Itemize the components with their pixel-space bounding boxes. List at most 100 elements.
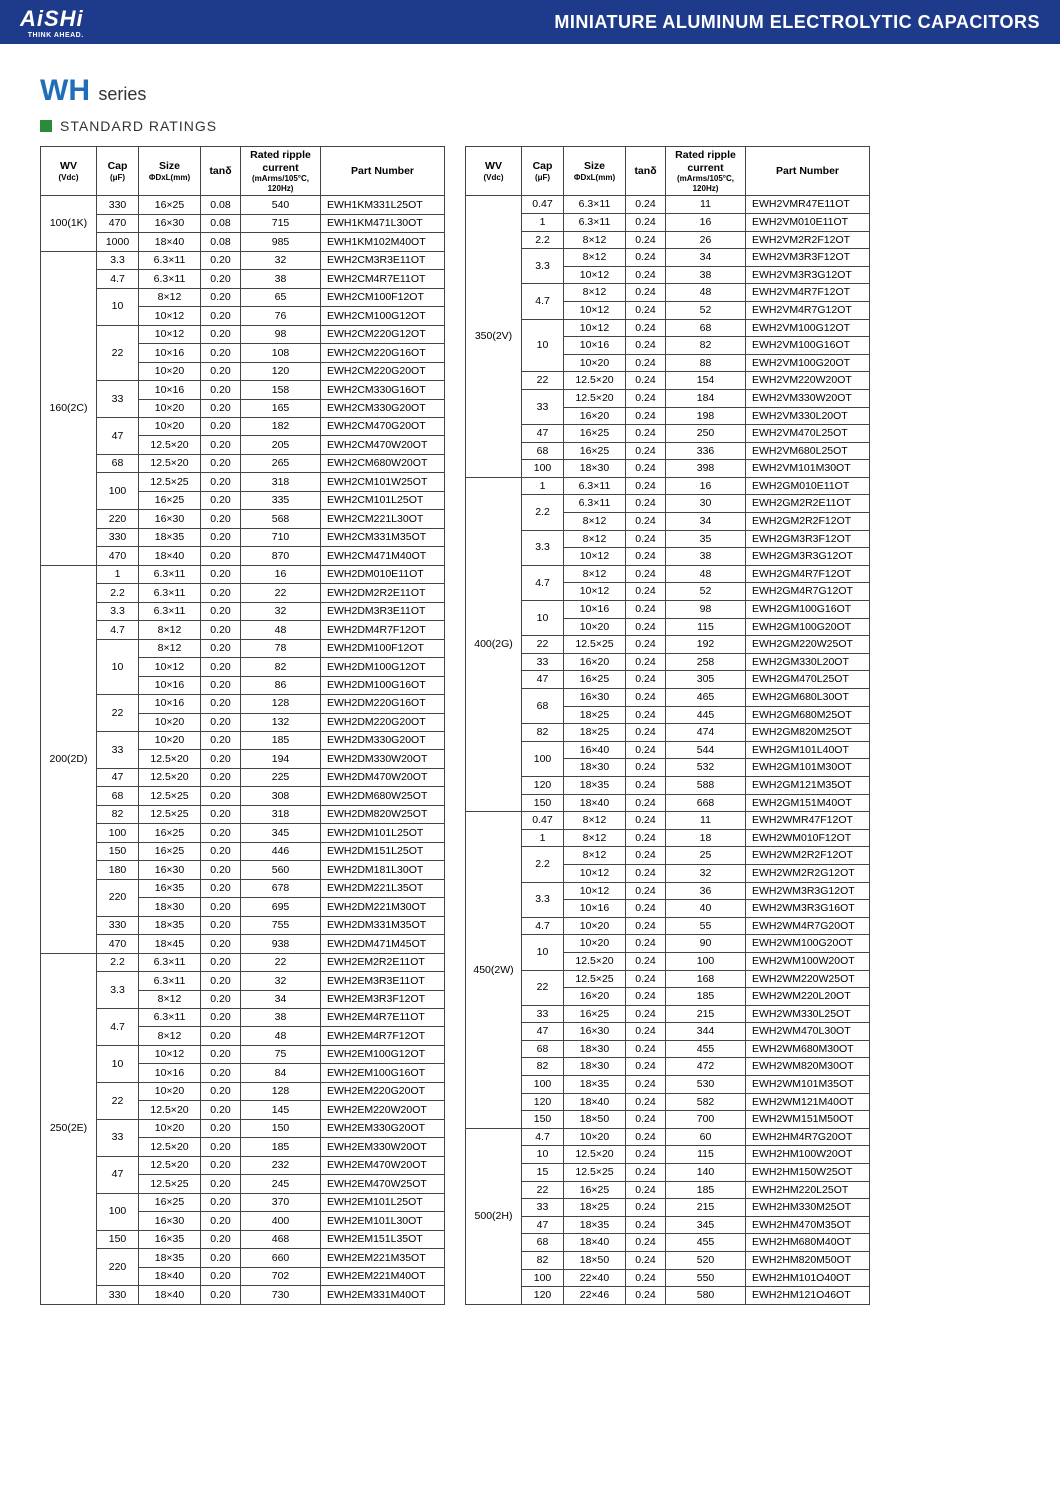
column-header: Part Number [321,147,445,196]
size-cell: 12.5×25 [139,805,201,823]
cap-cell: 0.47 [522,196,564,214]
size-cell: 12.5×20 [139,1138,201,1156]
cap-cell: 2.2 [522,847,564,882]
size-cell: 18×35 [564,1076,626,1094]
cap-cell: 68 [522,442,564,460]
tan-cell: 0.20 [201,1267,241,1285]
table-row: 4.78×120.2448EWH2GM4R7F12OT [466,565,870,583]
tan-cell: 0.20 [201,307,241,325]
rip-cell: 30 [666,495,746,513]
rip-cell: 192 [666,636,746,654]
part-number-cell: EWH2GM3R3F12OT [746,530,870,548]
size-cell: 10×12 [564,266,626,284]
part-number-cell: EWH2VM470L25OT [746,425,870,443]
cap-cell: 10 [97,288,139,325]
part-number-cell: EWH2CM330G20OT [321,399,445,417]
tan-cell: 0.24 [626,741,666,759]
cap-cell: 2.2 [522,495,564,530]
rip-cell: 668 [666,794,746,812]
table-row: 3318×250.24215EWH2HM330M25OT [466,1199,870,1217]
cap-cell: 33 [522,1005,564,1023]
size-cell: 16×30 [564,689,626,707]
cap-cell: 47 [522,1023,564,1041]
size-cell: 6.3×11 [564,495,626,513]
cap-cell: 33 [97,1119,139,1156]
size-cell: 12.5×20 [139,436,201,454]
table-row: 1010×120.2075EWH2EM100G12OT [41,1045,445,1063]
tan-cell: 0.20 [201,787,241,805]
tan-cell: 0.24 [626,460,666,478]
cap-cell: 33 [97,381,139,418]
tan-cell: 0.20 [201,251,241,269]
tan-cell: 0.20 [201,879,241,897]
rip-cell: 32 [241,251,321,269]
size-cell: 8×12 [564,565,626,583]
table-row: 100(1K)33016×250.08540EWH1KM331L25OT [41,196,445,214]
wv-cell: 350(2V) [466,196,522,478]
cap-cell: 220 [97,1249,139,1286]
part-number-cell: EWH2EM220W20OT [321,1101,445,1119]
tan-cell: 0.24 [626,1111,666,1129]
tan-cell: 0.20 [201,1082,241,1100]
tan-cell: 0.24 [626,1093,666,1111]
tan-cell: 0.20 [201,362,241,380]
wv-cell: 450(2W) [466,812,522,1129]
table-row: 3312.5×200.24184EWH2VM330W20OT [466,389,870,407]
cap-cell: 150 [522,794,564,812]
part-number-cell: EWH2EM101L25OT [321,1193,445,1211]
part-number-cell: EWH2EM101L30OT [321,1212,445,1230]
size-cell: 10×20 [564,917,626,935]
rip-cell: 225 [241,768,321,786]
rip-cell: 678 [241,879,321,897]
table-row: 2.28×120.2425EWH2WM2R2F12OT [466,847,870,865]
part-number-cell: EWH2VM220W20OT [746,372,870,390]
tan-cell: 0.20 [201,1138,241,1156]
table-row: 4716×300.24344EWH2WM470L30OT [466,1023,870,1041]
size-cell: 8×12 [564,231,626,249]
tan-cell: 0.24 [626,706,666,724]
table-row: 8218×300.24472EWH2WM820M30OT [466,1058,870,1076]
cap-cell: 10 [97,639,139,694]
part-number-cell: EWH2DM010E11OT [321,565,445,583]
rip-cell: 582 [666,1093,746,1111]
part-number-cell: EWH2DM470W20OT [321,768,445,786]
rip-cell: 398 [666,460,746,478]
rip-cell: 568 [241,510,321,528]
size-cell: 16×25 [139,491,201,509]
tan-cell: 0.08 [201,233,241,251]
rip-cell: 465 [666,689,746,707]
rip-cell: 870 [241,547,321,565]
rip-cell: 185 [241,731,321,749]
tan-cell: 0.20 [201,1175,241,1193]
cap-cell: 3.3 [97,602,139,620]
cap-cell: 22 [522,636,564,654]
table-row: 108×120.2065EWH2CM100F12OT [41,288,445,306]
rip-cell: 318 [241,473,321,491]
column-header: tanδ [201,147,241,196]
rip-cell: 530 [666,1076,746,1094]
size-cell: 16×35 [139,1230,201,1248]
table-row: 15016×350.20468EWH2EM151L35OT [41,1230,445,1248]
rip-cell: 336 [666,442,746,460]
rip-cell: 150 [241,1119,321,1137]
cap-cell: 82 [97,805,139,823]
part-number-cell: EWH2EM330W20OT [321,1138,445,1156]
rip-cell: 520 [666,1252,746,1270]
part-number-cell: EWH2CM471M40OT [321,547,445,565]
size-cell: 18×40 [139,1286,201,1305]
part-number-cell: EWH2EM330G20OT [321,1119,445,1137]
tan-cell: 0.20 [201,990,241,1008]
table-row: 10016×250.20345EWH2DM101L25OT [41,824,445,842]
table-row: 2210×120.2098EWH2CM220G12OT [41,325,445,343]
part-number-cell: EWH2WM100G20OT [746,935,870,953]
part-number-cell: EWH2WM220L20OT [746,988,870,1006]
part-number-cell: EWH2HM121O46OT [746,1287,870,1305]
rip-cell: 215 [666,1005,746,1023]
rip-cell: 215 [666,1199,746,1217]
tan-cell: 0.20 [201,1249,241,1267]
part-number-cell: EWH2HM820M50OT [746,1252,870,1270]
cap-cell: 4.7 [522,917,564,935]
rip-cell: 76 [241,307,321,325]
part-number-cell: EWH2WM680M30OT [746,1040,870,1058]
rip-cell: 90 [666,935,746,953]
